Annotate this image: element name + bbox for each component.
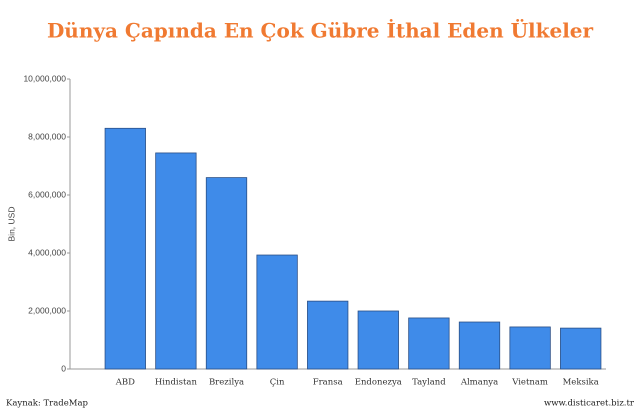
bar [560, 327, 602, 370]
x-tick-label: Hindistan [155, 378, 198, 388]
bar [205, 177, 248, 370]
x-tick-label: Fransa [313, 378, 343, 388]
credit: www.disticaret.biz.tr [544, 399, 635, 409]
x-tick-label: Vietnam [511, 378, 548, 388]
bar [357, 310, 399, 370]
x-tick-label: Tayland [412, 378, 446, 388]
y-axis-label: Bin, USD [6, 207, 16, 242]
x-tick-label: Endonezya [355, 378, 402, 388]
x-tick-label: Meksika [563, 378, 599, 388]
x-tick-label: Brezilya [209, 378, 244, 388]
bar [104, 127, 146, 370]
bar [256, 254, 298, 370]
y-tick-label: 4,000,000 [28, 247, 66, 257]
y-tick-label: 6,000,000 [28, 189, 66, 199]
bar [408, 317, 450, 370]
x-tick-label: Almanya [460, 378, 498, 388]
chart-title: Dünya Çapında En Çok Gübre İthal Eden Ül… [47, 18, 594, 43]
x-tick-label: Çin [270, 378, 285, 388]
y-tick-label: 10,000,000 [23, 73, 66, 83]
y-tick-label: 0 [61, 363, 66, 373]
y-tick-label: 8,000,000 [28, 131, 66, 141]
y-tick-label: 2,000,000 [28, 305, 66, 315]
bar [509, 326, 551, 370]
bar [458, 321, 501, 370]
bar [155, 152, 197, 370]
x-tick-label: ABD [115, 378, 135, 388]
source: Kaynak: TradeMap [6, 399, 89, 409]
bar [307, 300, 349, 370]
